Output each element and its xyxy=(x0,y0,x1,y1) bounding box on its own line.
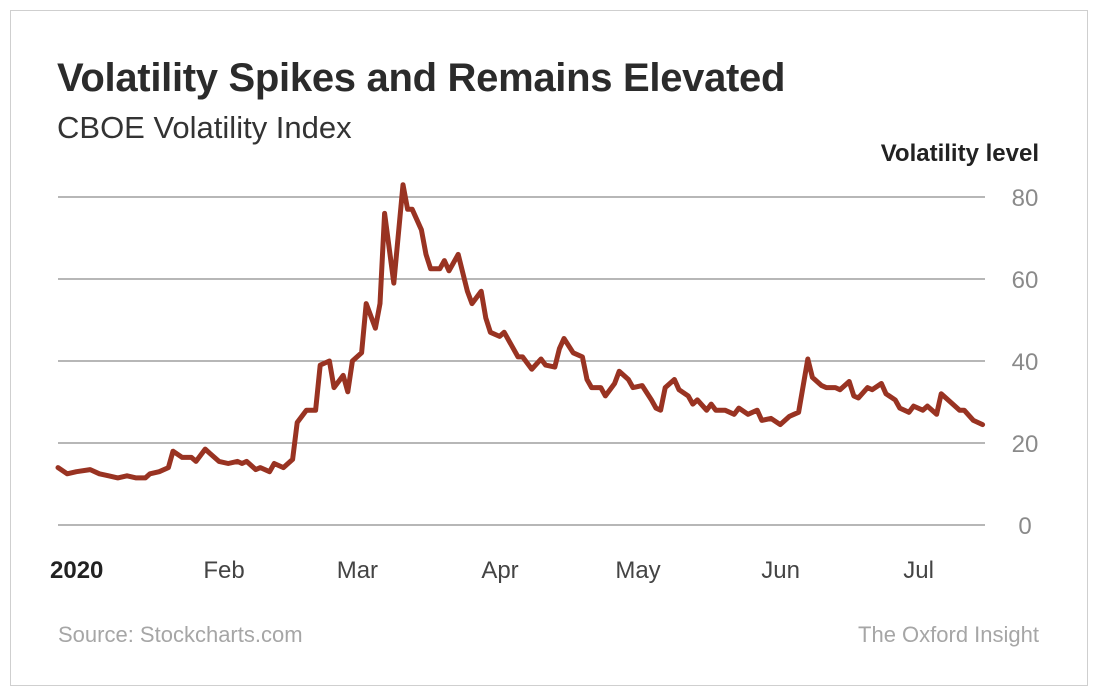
y-tick-label: 0 xyxy=(1018,513,1031,540)
series-line xyxy=(55,182,986,481)
x-tick-label: Apr xyxy=(481,557,518,584)
y-tick-label: 20 xyxy=(1012,431,1039,458)
x-tick-label: Jul xyxy=(903,557,934,584)
x-tick-label: Feb xyxy=(203,557,244,584)
x-tick-label: Jun xyxy=(761,557,800,584)
chart-title: Volatility Spikes and Remains Elevated xyxy=(57,56,786,100)
y-axis-label: Volatility level xyxy=(880,140,1039,167)
y-tick-label: 80 xyxy=(1012,185,1039,212)
card-border xyxy=(10,10,1088,686)
x-tick-label: 2020 xyxy=(50,557,103,584)
y-tick-label: 60 xyxy=(1012,267,1039,294)
brand-credit: The Oxford Insight xyxy=(858,622,1039,647)
x-tick-label: May xyxy=(615,557,660,584)
x-tick-label: Mar xyxy=(337,557,378,584)
chart-subtitle: CBOE Volatility Index xyxy=(57,110,352,145)
source-note: Source: Stockcharts.com xyxy=(58,622,303,647)
y-tick-label: 40 xyxy=(1012,349,1039,376)
